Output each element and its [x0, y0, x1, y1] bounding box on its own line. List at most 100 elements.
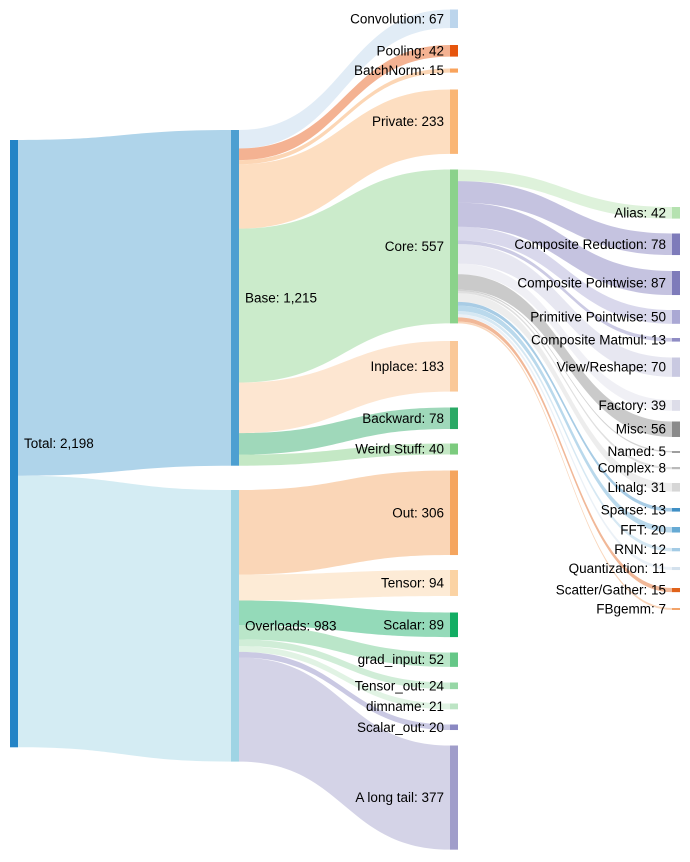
node-named [672, 451, 680, 453]
link-core-rnn [458, 310, 672, 552]
node-label-tensor_out: Tensor_out: 24 [355, 678, 445, 693]
link-core-factory [458, 263, 672, 411]
node-comp_reduction [672, 233, 680, 256]
link-total-overloads [18, 475, 231, 762]
node-tensor_out [450, 682, 458, 690]
node-label-scatter_gather: Scatter/Gather: 15 [556, 583, 666, 598]
node-label-scalar: Scalar: 89 [383, 617, 444, 632]
node-factory [672, 400, 680, 411]
link-core-comp_matmul [458, 240, 672, 342]
node-label-grad_input: grad_input: 52 [358, 652, 444, 667]
node-label-tensor: Tensor: 94 [381, 576, 445, 591]
node-core [450, 169, 458, 324]
link-overloads-out [239, 470, 450, 575]
link-base-pooling [239, 45, 450, 161]
link-base-core [239, 169, 450, 383]
node-label-out: Out: 306 [392, 505, 444, 520]
node-label-inplace: Inplace: 183 [370, 359, 444, 374]
node-label-alias: Alias: 42 [614, 205, 666, 220]
node-fbgemm [672, 608, 680, 610]
node-label-total: Total: 2,198 [24, 436, 94, 451]
node-backward [450, 407, 458, 430]
link-core-scatter_gather [458, 317, 672, 593]
node-label-weird: Weird Stuff: 40 [355, 442, 444, 457]
link-total-base [18, 130, 231, 476]
node-label-comp_pointwise: Composite Pointwise: 87 [517, 276, 666, 291]
node-label-complex: Complex: 8 [598, 461, 666, 476]
node-label-sparse: Sparse: 13 [601, 502, 666, 517]
link-overloads-tensor [239, 570, 450, 601]
node-label-factory: Factory: 39 [598, 398, 666, 413]
node-label-longtail: A long tail: 377 [355, 790, 444, 805]
link-core-comp_pointwise [458, 202, 672, 296]
node-label-linalg: Linalg: 31 [607, 480, 666, 495]
sankey-labels: Total: 2,198 Base: 1,215 Overloads: 983 Con… [24, 11, 666, 805]
node-label-pooling: Pooling: 42 [376, 43, 444, 58]
link-core-misc [458, 274, 672, 437]
node-grad_input [450, 652, 458, 667]
node-base [231, 130, 239, 466]
node-label-core: Core: 557 [385, 239, 444, 254]
node-total [10, 140, 18, 748]
link-overloads-scalar [239, 600, 450, 638]
node-sparse [672, 508, 680, 512]
link-base-private [239, 89, 450, 229]
link-overloads-dimname [239, 646, 450, 710]
node-label-backward: Backward: 78 [362, 411, 444, 426]
node-label-comp_matmul: Composite Matmul: 13 [531, 332, 666, 347]
node-label-fbgemm: FBgemm: 7 [596, 602, 666, 617]
link-core-named [458, 289, 672, 453]
node-view_reshape [672, 357, 680, 377]
link-core-view_reshape [458, 244, 672, 377]
node-label-dimname: dimname: 21 [366, 699, 444, 714]
link-overloads-scalar_out [239, 651, 450, 731]
link-base-convolution [239, 9, 450, 149]
node-alias [672, 207, 680, 219]
link-core-comp_reduction [458, 181, 672, 256]
node-out [450, 470, 458, 556]
link-core-alias [458, 169, 672, 219]
sankey-links [18, 9, 672, 850]
node-linalg [672, 483, 680, 492]
node-label-base: Base: 1,215 [245, 290, 317, 305]
node-comp_pointwise [672, 271, 680, 296]
sankey-nodes [10, 9, 680, 850]
node-comp_matmul [672, 338, 680, 342]
node-dimname [450, 703, 458, 710]
node-scatter_gather [672, 588, 680, 593]
node-prim_pointwise [672, 310, 680, 324]
node-label-view_reshape: View/Reshape: 70 [557, 360, 666, 375]
node-private [450, 89, 458, 154]
node-label-private: Private: 233 [372, 114, 444, 129]
node-label-comp_reduction: Composite Reduction: 78 [514, 237, 666, 252]
node-label-misc: Misc: 56 [616, 422, 666, 437]
link-overloads-tensor_out [239, 639, 450, 690]
node-weird [450, 443, 458, 455]
link-core-complex [458, 291, 672, 470]
node-label-convolution: Convolution: 67 [350, 11, 444, 26]
node-quantization [672, 567, 680, 571]
link-core-sparse [458, 301, 672, 512]
link-base-backward [239, 407, 450, 455]
link-base-weird [239, 443, 450, 466]
link-core-fbgemm [458, 321, 672, 610]
link-overloads-grad_input [239, 625, 450, 667]
link-core-prim_pointwise [458, 226, 672, 324]
node-overloads [231, 490, 239, 762]
node-fft [672, 527, 680, 533]
node-label-fft: FFT: 20 [620, 522, 666, 537]
link-core-linalg [458, 293, 672, 492]
node-pooling [450, 45, 458, 57]
node-inplace [450, 341, 458, 392]
node-label-named: Named: 5 [607, 444, 666, 459]
node-label-overloads: Overloads: 983 [245, 618, 337, 633]
link-base-batchnorm [239, 68, 450, 165]
node-scalar [450, 612, 458, 638]
link-base-inplace [239, 341, 450, 434]
link-overloads-longtail [239, 657, 450, 850]
node-label-quantization: Quantization: 11 [569, 561, 666, 576]
node-longtail [450, 745, 458, 850]
link-core-quantization [458, 314, 672, 571]
